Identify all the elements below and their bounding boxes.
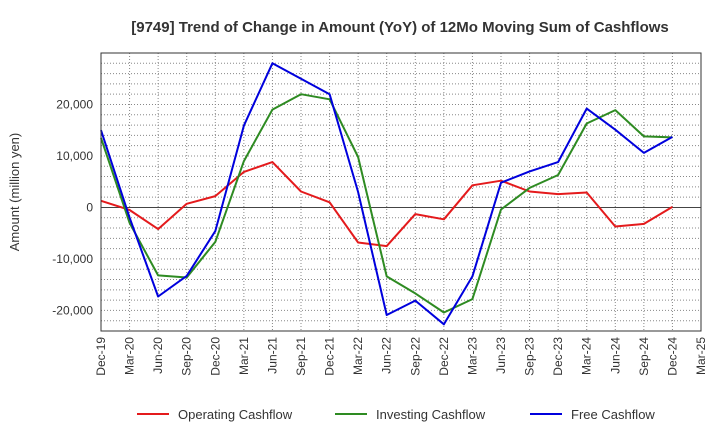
x-tick-label: Mar-25 (694, 337, 708, 375)
y-axis-title: Amount (million yen) (7, 133, 22, 252)
series-line-2 (100, 93, 673, 314)
plot-frame (100, 52, 702, 332)
x-tick-label: Dec-24 (665, 337, 679, 376)
legend-label-2: Investing Cashflow (376, 407, 486, 422)
x-tick-label: Mar-21 (237, 337, 251, 375)
x-tick-label: Jun-24 (608, 337, 622, 374)
x-tick-label: Dec-22 (437, 337, 451, 376)
x-tick-label: Dec-23 (551, 337, 565, 376)
x-tick-label: Jun-23 (494, 337, 508, 374)
x-tick-label: Mar-22 (351, 337, 365, 375)
x-tick-label: Jun-21 (265, 337, 279, 374)
x-tick-label: Mar-24 (580, 337, 594, 375)
x-tick-label: Mar-20 (123, 337, 137, 375)
y-tick-label: 10,000 (56, 149, 93, 163)
legend-label-1: Operating Cashflow (178, 407, 293, 422)
y-tick-label: -20,000 (52, 303, 93, 317)
x-tick-label: Dec-20 (208, 337, 222, 376)
y-tick-label: 0 (86, 200, 93, 214)
chart-title: [9749] Trend of Change in Amount (YoY) o… (131, 19, 669, 36)
x-tick-label: Sep-22 (408, 337, 422, 376)
series-line-1 (100, 161, 673, 248)
x-tick-label: Dec-19 (94, 337, 108, 376)
x-tick-label: Mar-23 (465, 337, 479, 375)
series-line-3 (100, 62, 673, 326)
legend: Operating Cashflow Investing Cashflow Free… (137, 407, 655, 422)
x-tick-label: Jun-22 (380, 337, 394, 374)
y-tick-label: 20,000 (56, 97, 93, 111)
x-tick-label: Jun-20 (151, 337, 165, 374)
y-tick-label: -10,000 (52, 252, 93, 266)
x-tick-label: Sep-21 (294, 337, 308, 376)
x-tick-label: Sep-24 (637, 337, 651, 376)
x-tick-label: Sep-23 (523, 337, 537, 376)
legend-label-3: Free Cashflow (571, 407, 655, 422)
series-lines (100, 62, 673, 326)
x-tick-labels: Dec-19 Mar-20 Jun-20 Sep-20 Dec-20 Mar-21 Jun-… (94, 337, 708, 376)
x-tick-label: Dec-21 (323, 337, 337, 376)
grid (101, 53, 701, 331)
y-tick-labels: 20,000 10,000 0 -10,000 -20,000 (52, 97, 93, 317)
x-tick-label: Sep-20 (180, 337, 194, 376)
